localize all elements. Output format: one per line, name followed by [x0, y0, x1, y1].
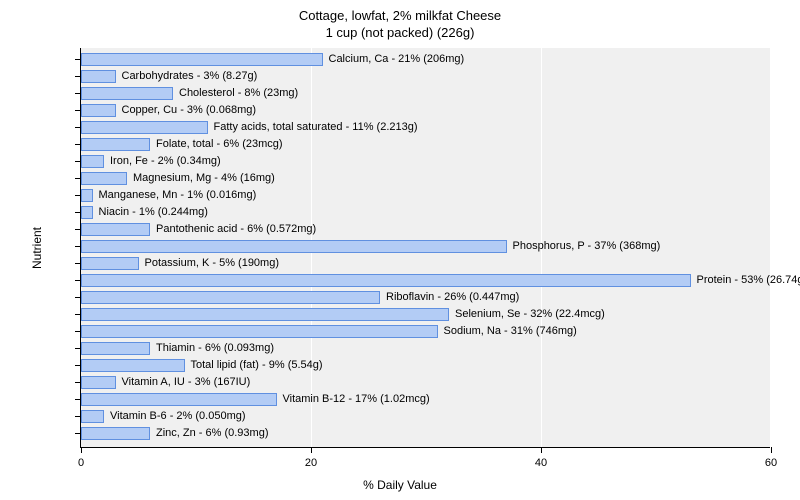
nutrient-bar [81, 223, 150, 236]
chart-title-line2: 1 cup (not packed) (226g) [0, 25, 800, 42]
x-tick-label: 20 [305, 457, 317, 469]
nutrient-bar [81, 240, 507, 253]
nutrient-bar-label: Vitamin B-12 - 17% (1.02mcg) [279, 393, 430, 406]
y-tick [75, 212, 81, 213]
y-tick [75, 110, 81, 111]
nutrient-bar [81, 121, 208, 134]
nutrient-bar [81, 138, 150, 151]
nutrient-bar-label: Total lipid (fat) - 9% (5.54g) [187, 359, 323, 372]
y-tick [75, 127, 81, 128]
nutrient-bar [81, 342, 150, 355]
nutrient-bar-label: Zinc, Zn - 6% (0.93mg) [152, 427, 268, 440]
nutrient-chart: Cottage, lowfat, 2% milkfat Cheese 1 cup… [0, 0, 800, 500]
nutrient-bar-label: Protein - 53% (26.74g) [693, 274, 800, 287]
y-tick [75, 416, 81, 417]
nutrient-bar [81, 172, 127, 185]
y-tick [75, 433, 81, 434]
nutrient-bar [81, 274, 691, 287]
nutrient-bar-label: Sodium, Na - 31% (746mg) [440, 325, 577, 338]
nutrient-bar-label: Vitamin B-6 - 2% (0.050mg) [106, 410, 246, 423]
x-tick-label: 40 [535, 457, 547, 469]
y-tick [75, 399, 81, 400]
nutrient-bar-label: Potassium, K - 5% (190mg) [141, 257, 280, 270]
y-tick [75, 382, 81, 383]
y-tick [75, 144, 81, 145]
nutrient-bar [81, 393, 277, 406]
nutrient-bar [81, 155, 104, 168]
nutrient-bar [81, 427, 150, 440]
y-axis-label: Nutrient [30, 227, 44, 269]
nutrient-bar [81, 325, 438, 338]
y-tick [75, 365, 81, 366]
y-tick [75, 161, 81, 162]
gridline [771, 48, 772, 447]
nutrient-bar-label: Copper, Cu - 3% (0.068mg) [118, 104, 257, 117]
y-tick [75, 76, 81, 77]
y-tick [75, 280, 81, 281]
y-tick [75, 246, 81, 247]
x-axis-label: % Daily Value [0, 478, 800, 492]
nutrient-bar [81, 291, 380, 304]
nutrient-bar [81, 376, 116, 389]
y-tick [75, 297, 81, 298]
nutrient-bar-label: Calcium, Ca - 21% (206mg) [325, 53, 465, 66]
chart-title-line1: Cottage, lowfat, 2% milkfat Cheese [0, 8, 800, 25]
chart-title-block: Cottage, lowfat, 2% milkfat Cheese 1 cup… [0, 8, 800, 42]
nutrient-bar-label: Thiamin - 6% (0.093mg) [152, 342, 274, 355]
nutrient-bar [81, 104, 116, 117]
nutrient-bar-label: Carbohydrates - 3% (8.27g) [118, 70, 258, 83]
y-tick [75, 229, 81, 230]
nutrient-bar-label: Folate, total - 6% (23mcg) [152, 138, 283, 151]
nutrient-bar [81, 53, 323, 66]
nutrient-bar [81, 189, 93, 202]
nutrient-bar-label: Riboflavin - 26% (0.447mg) [382, 291, 519, 304]
nutrient-bar-label: Phosphorus, P - 37% (368mg) [509, 240, 661, 253]
x-tick-label: 0 [78, 457, 84, 469]
nutrient-bar-label: Fatty acids, total saturated - 11% (2.21… [210, 121, 418, 134]
nutrient-bar-label: Manganese, Mn - 1% (0.016mg) [95, 189, 257, 202]
y-tick [75, 195, 81, 196]
nutrient-bar [81, 257, 139, 270]
x-tick-label: 60 [765, 457, 777, 469]
x-tick [311, 447, 312, 453]
nutrient-bar-label: Niacin - 1% (0.244mg) [95, 206, 208, 219]
x-tick [541, 447, 542, 453]
y-tick [75, 93, 81, 94]
plot-area: 0204060Calcium, Ca - 21% (206mg)Carbohyd… [80, 48, 770, 448]
y-tick [75, 178, 81, 179]
nutrient-bar [81, 359, 185, 372]
y-tick [75, 59, 81, 60]
y-tick [75, 331, 81, 332]
nutrient-bar [81, 308, 449, 321]
nutrient-bar [81, 410, 104, 423]
x-tick [771, 447, 772, 453]
nutrient-bar-label: Vitamin A, IU - 3% (167IU) [118, 376, 251, 389]
nutrient-bar-label: Pantothenic acid - 6% (0.572mg) [152, 223, 316, 236]
nutrient-bar-label: Selenium, Se - 32% (22.4mcg) [451, 308, 605, 321]
nutrient-bar [81, 70, 116, 83]
y-tick [75, 263, 81, 264]
x-tick [81, 447, 82, 453]
nutrient-bar-label: Magnesium, Mg - 4% (16mg) [129, 172, 275, 185]
nutrient-bar [81, 87, 173, 100]
nutrient-bar-label: Iron, Fe - 2% (0.34mg) [106, 155, 221, 168]
y-tick [75, 348, 81, 349]
nutrient-bar-label: Cholesterol - 8% (23mg) [175, 87, 298, 100]
y-tick [75, 314, 81, 315]
nutrient-bar [81, 206, 93, 219]
